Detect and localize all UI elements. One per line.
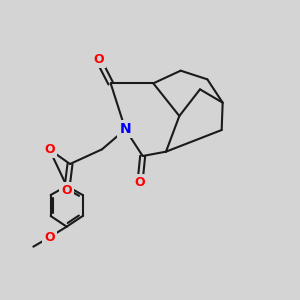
Text: O: O (135, 176, 145, 189)
Text: O: O (93, 53, 104, 66)
Text: O: O (61, 184, 72, 197)
Text: O: O (44, 143, 55, 156)
Text: O: O (44, 231, 55, 244)
Text: N: N (119, 122, 131, 136)
